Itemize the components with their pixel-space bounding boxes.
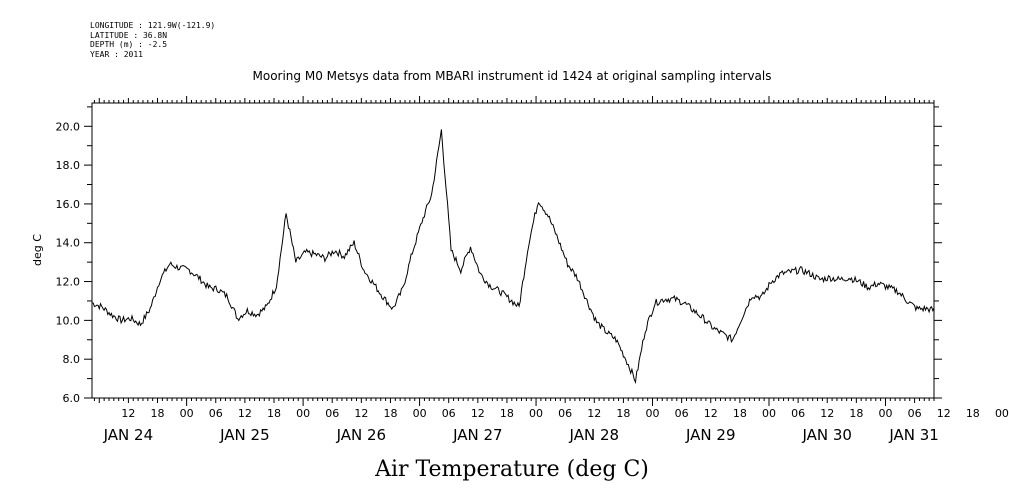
x-tick-label: 00 (762, 407, 776, 420)
y-tick-label: 10.0 (56, 314, 81, 327)
day-label: JAN 28 (569, 426, 620, 444)
day-label: JAN 27 (452, 426, 503, 444)
x-tick-label: 18 (733, 407, 747, 420)
x-tick-label: 00 (529, 407, 543, 420)
x-tick-label: 12 (587, 407, 601, 420)
x-tick-label: 00 (296, 407, 310, 420)
chart-title: Mooring M0 Metsys data from MBARI instru… (253, 69, 772, 83)
latitude-label: LATITUDE : 36.8N (90, 30, 168, 40)
y-tick-label: 12.0 (56, 276, 81, 289)
x-tick-label: 18 (267, 407, 281, 420)
metadata-block: LONGITUDE : 121.9W(-121.9) LATITUDE : 36… (90, 21, 215, 59)
x-tick-label: 18 (616, 407, 630, 420)
year-label: YEAR : 2011 (90, 49, 143, 59)
x-tick-label: 06 (325, 407, 339, 420)
x-tick-label: 12 (704, 407, 718, 420)
x-tick-label: 12 (354, 407, 368, 420)
y-tick-label: 8.0 (63, 353, 81, 366)
plot-frame (91, 102, 935, 399)
x-tick-label: 12 (121, 407, 135, 420)
x-tick-label: 12 (238, 407, 252, 420)
x-tick-labels: 12 18 00 06 12 18 00 06 12 18 00 06 12 18 00 06 12 18 00 06… (121, 407, 1009, 420)
day-label: JAN 26 (336, 426, 387, 444)
x-tick-label: 06 (908, 407, 922, 420)
x-tick-label: 00 (995, 407, 1009, 420)
x-tick-label: 18 (500, 407, 514, 420)
y-axis-label: deg C (31, 234, 44, 266)
day-label: JAN 29 (685, 426, 736, 444)
x-tick-label: 00 (413, 407, 427, 420)
x-tick-label: 06 (558, 407, 572, 420)
x-tick-label: 18 (383, 407, 397, 420)
y-tick-label: 16.0 (56, 198, 81, 211)
longitude-label: LONGITUDE : 121.9W(-121.9) (90, 21, 216, 30)
y-tick-label: 18.0 (56, 159, 81, 172)
y-tick-label: 6.0 (63, 392, 81, 405)
air-temperature-line (92, 129, 935, 385)
day-label: JAN 30 (801, 426, 852, 444)
x-tick-label: 18 (849, 407, 863, 420)
x-tick-label: 12 (937, 407, 951, 420)
x-tick-label: 00 (646, 407, 660, 420)
y-tick-label: 14.0 (56, 237, 81, 250)
depth-label: DEPTH (m) : -2.5 (90, 40, 168, 49)
x-tick-label: 18 (966, 407, 980, 420)
x-tick-label: 12 (820, 407, 834, 420)
day-label: JAN 25 (219, 426, 270, 444)
x-tick-label: 06 (442, 407, 456, 420)
x-axis-label: Air Temperature (deg C) (374, 457, 649, 482)
y-tick-labels: 6.0 8.0 10.0 12.0 14.0 16.0 18.0 20.0 (56, 120, 81, 405)
axis-ticks (84, 96, 942, 406)
y-tick-label: 20.0 (56, 120, 81, 133)
day-label: JAN 24 (103, 426, 154, 444)
day-labels: JAN 24 JAN 25 JAN 26 JAN 27 JAN 28 JAN 29 JAN … (103, 426, 939, 444)
x-tick-label: 06 (209, 407, 223, 420)
day-label: JAN 31 (888, 426, 939, 444)
x-tick-label: 18 (151, 407, 165, 420)
x-tick-label: 12 (471, 407, 485, 420)
x-tick-label: 00 (180, 407, 194, 420)
x-tick-label: 06 (675, 407, 689, 420)
x-tick-label: 06 (791, 407, 805, 420)
x-tick-label: 00 (878, 407, 892, 420)
